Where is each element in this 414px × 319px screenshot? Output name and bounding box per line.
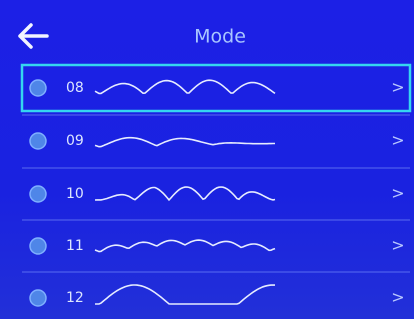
radio-button xyxy=(30,80,46,96)
waveform xyxy=(95,138,275,147)
row-chevron: > xyxy=(391,78,404,97)
row-chevron: > xyxy=(391,236,404,255)
mode-label: 11 xyxy=(66,238,84,254)
radio-button xyxy=(30,186,46,202)
row-chevron: > xyxy=(391,131,404,150)
mode-row[interactable]: 09 > xyxy=(22,115,410,150)
mode-label: 09 xyxy=(66,133,84,149)
row-chevron: > xyxy=(391,288,404,307)
waveform xyxy=(95,285,275,304)
waveform xyxy=(95,187,275,200)
mode-row[interactable]: 11 > xyxy=(22,220,410,255)
waveform xyxy=(95,240,275,252)
mode-label: 08 xyxy=(66,80,84,96)
mode-row[interactable]: 08 > xyxy=(22,65,410,111)
radio-button xyxy=(30,133,46,149)
row-chevron: > xyxy=(391,184,404,203)
mode-screen: Mode 08 >09 >10 >11 >12 > xyxy=(0,0,414,319)
mode-label: 10 xyxy=(66,186,84,202)
mode-row[interactable]: 10 > xyxy=(22,168,410,203)
mode-label: 12 xyxy=(66,290,84,306)
back-arrow xyxy=(20,25,47,47)
radio-button xyxy=(30,238,46,254)
header-title: Mode xyxy=(194,26,246,48)
back-button[interactable] xyxy=(20,25,47,47)
mode-row[interactable]: 12 > xyxy=(22,272,410,307)
waveform xyxy=(95,80,275,93)
radio-button xyxy=(30,290,46,306)
screen: Mode 08 >09 >10 >11 >12 > xyxy=(0,0,414,319)
